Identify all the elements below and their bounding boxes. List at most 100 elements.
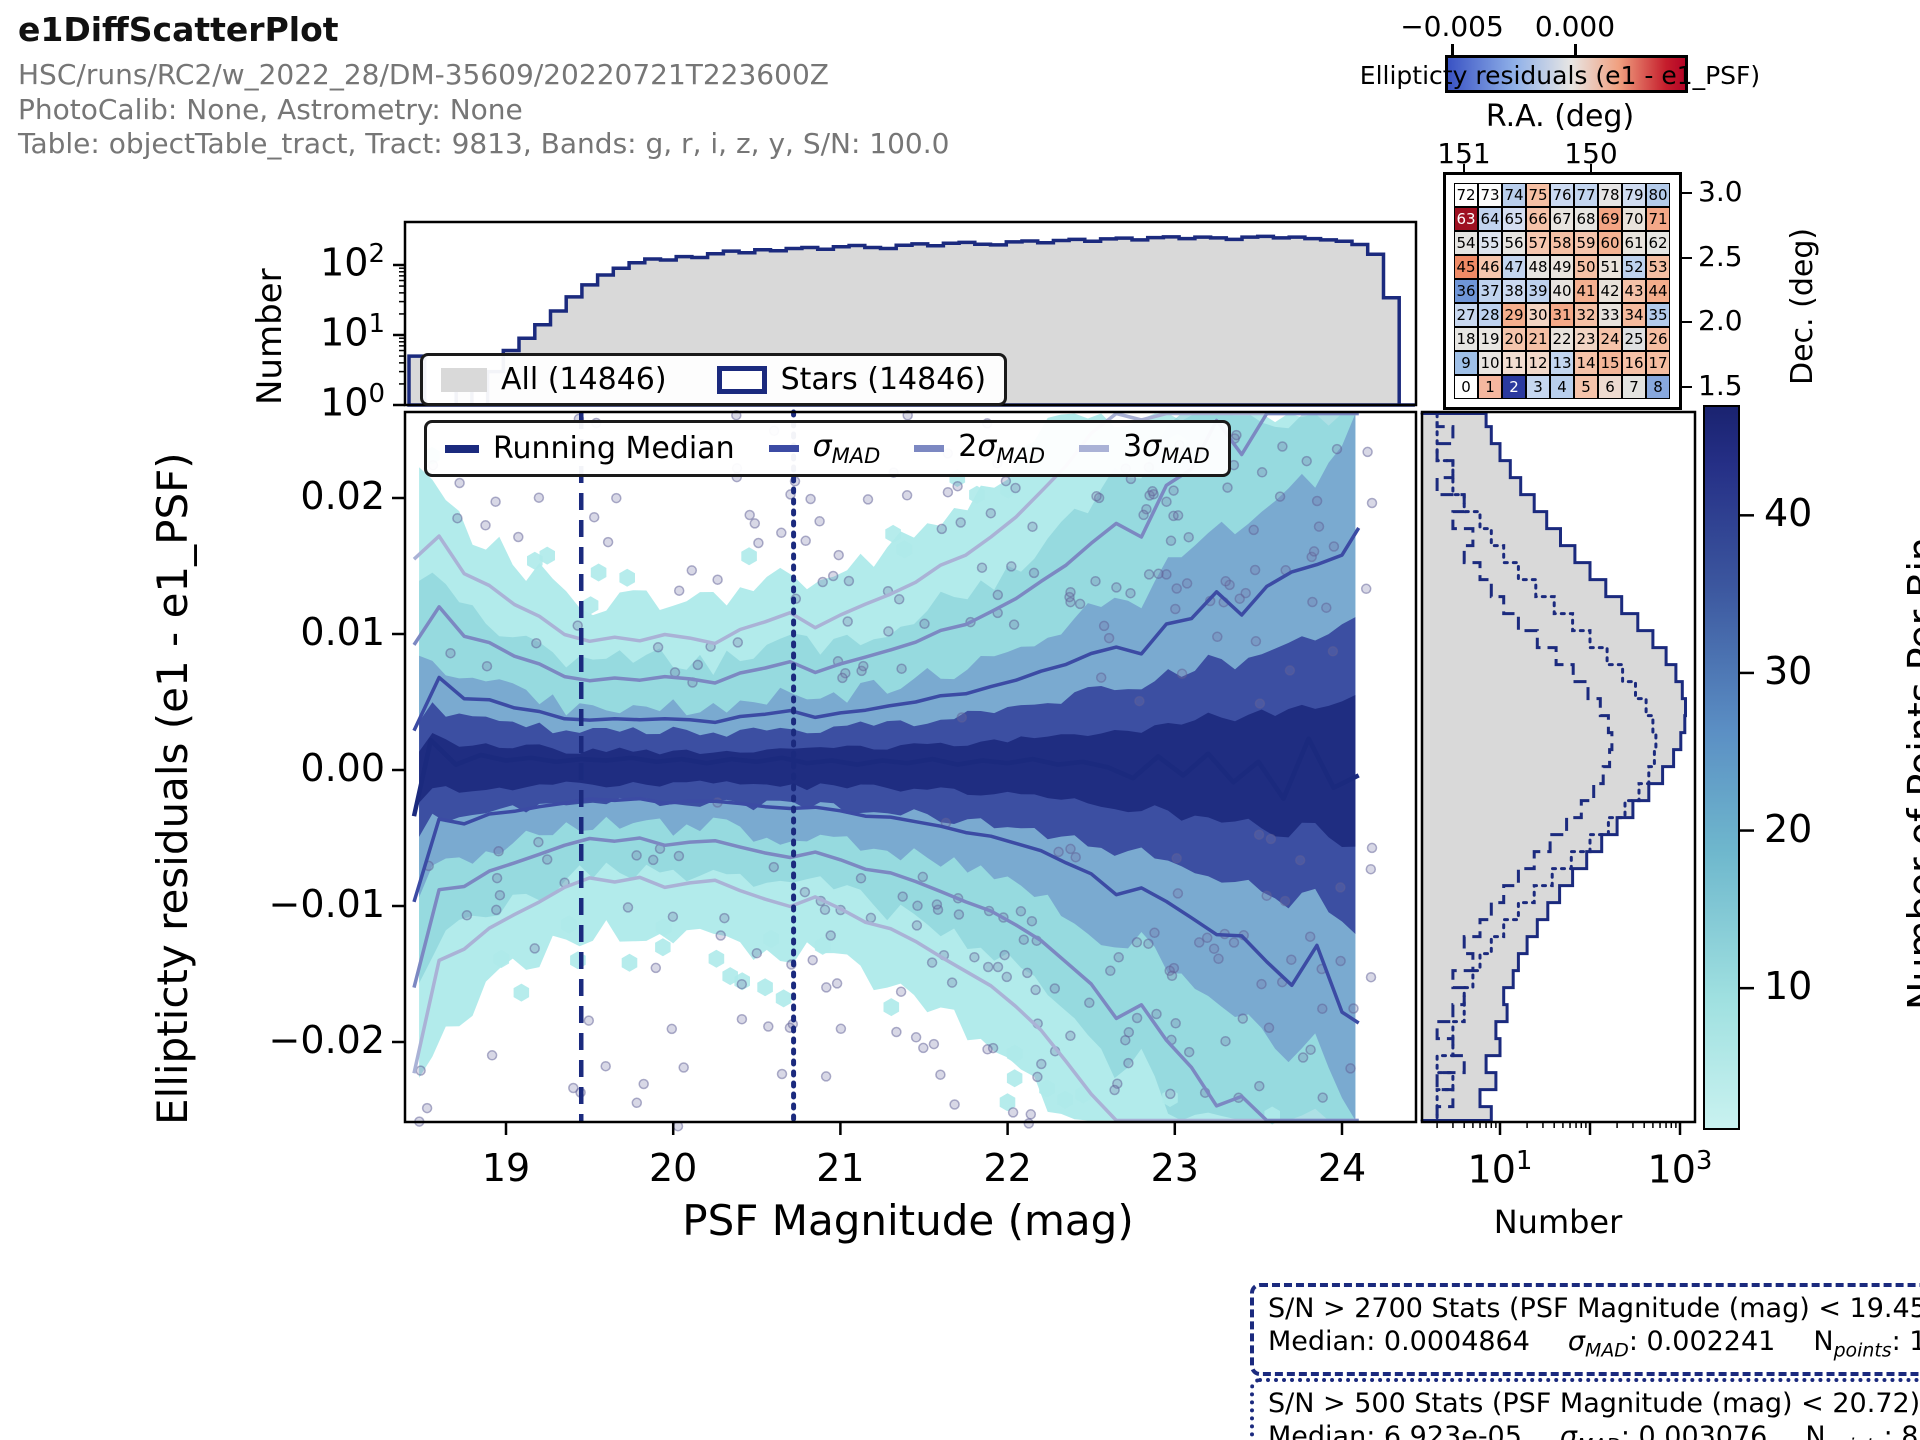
minimap-cell-67: 67 [1550, 207, 1574, 231]
x-tick-label: 22 [983, 1146, 1032, 1190]
minimap-dec-tick-label: 2.0 [1698, 304, 1743, 337]
stats1-values: Median: 0.0004864 σMAD: 0.002241 Npoints: … [1268, 1326, 1920, 1362]
minimap-cell-44: 44 [1646, 279, 1670, 303]
minimap-cbar-label: Ellipticty residuals (e1 - e1_PSF) [1359, 61, 1761, 90]
minimap-cell-19: 19 [1478, 327, 1502, 351]
stats1-title: S/N > 2700 Stats (PSF Magnitude (mag) < … [1268, 1293, 1920, 1324]
header-table-line: Table: objectTable_tract, Tract: 9813, B… [18, 127, 950, 160]
minimap-cell-70: 70 [1622, 207, 1646, 231]
legend-sigma2-swatch [914, 445, 945, 452]
minimap-cell-16: 16 [1622, 351, 1646, 375]
legend-sigma1-label: σMAD [812, 429, 881, 468]
minimap-cell-18: 18 [1454, 327, 1478, 351]
minimap-cell-31: 31 [1550, 303, 1574, 327]
page-title: e1DiffScatterPlot [18, 10, 339, 49]
minimap-ra-tickmark [1590, 164, 1592, 172]
minimap-cell-80: 80 [1646, 183, 1670, 207]
x-tick-label: 20 [649, 1146, 698, 1190]
minimap-cell-1: 1 [1478, 375, 1502, 399]
minimap-cell-50: 50 [1574, 255, 1598, 279]
stats2-values: Median: 6.923e-05σMAD: 0.003076Npoints: … [1268, 1421, 1920, 1440]
minimap-cell-42: 42 [1598, 279, 1622, 303]
minimap-dec-tickmark [1682, 386, 1692, 388]
minimap-cell-76: 76 [1550, 183, 1574, 207]
minimap-dec-tick-label: 2.5 [1698, 240, 1743, 273]
minimap-cell-25: 25 [1622, 327, 1646, 351]
minimap-cell-49: 49 [1550, 255, 1574, 279]
legend-stars-swatch [716, 365, 767, 394]
minimap-cell-20: 20 [1502, 327, 1526, 351]
colorbar-tick-label: 10 [1764, 964, 1813, 1009]
y-tick-label: 0.00 [300, 746, 385, 790]
minimap-cell-47: 47 [1502, 255, 1526, 279]
minimap-cell-28: 28 [1478, 303, 1502, 327]
minimap-cbar-tickmark [1451, 44, 1454, 55]
minimap-ra-label: R.A. (deg) [1485, 99, 1635, 134]
minimap-cell-74: 74 [1502, 183, 1526, 207]
header-run-line: HSC/runs/RC2/w_2022_28/DM-35609/20220721… [18, 58, 829, 91]
legend-sigma3-swatch [1079, 445, 1110, 452]
minimap-cell-4: 4 [1550, 375, 1574, 399]
minimap-cell-14: 14 [1574, 351, 1598, 375]
minimap-cell-8: 8 [1646, 375, 1670, 399]
minimap-cell-37: 37 [1478, 279, 1502, 303]
main-ylabel: Ellipticty residuals (e1 - e1_PSF) [148, 452, 197, 1125]
legend-sigma1-swatch [768, 445, 799, 452]
minimap-cell-57: 57 [1526, 231, 1550, 255]
minimap-cell-22: 22 [1550, 327, 1574, 351]
top-hist-legend: All (14846) Stars (14846) [420, 353, 1008, 406]
x-tick-label: 19 [481, 1146, 531, 1190]
minimap-cell-48: 48 [1526, 255, 1550, 279]
minimap-cell-52: 52 [1622, 255, 1646, 279]
stats2-title: S/N > 500 Stats (PSF Magnitude (mag) < 2… [1268, 1388, 1920, 1419]
minimap-cell-33: 33 [1598, 303, 1622, 327]
minimap-cell-10: 10 [1478, 351, 1502, 375]
hexbin-colorbar [1703, 405, 1740, 1130]
minimap-cell-32: 32 [1574, 303, 1598, 327]
minimap-cell-5: 5 [1574, 375, 1598, 399]
hexbin-colorbar-label: Number of Points Per Bin [1900, 536, 1920, 1010]
minimap-cell-62: 62 [1646, 231, 1670, 255]
minimap-cell-6: 6 [1598, 375, 1622, 399]
minimap-cell-27: 27 [1454, 303, 1478, 327]
minimap-cell-29: 29 [1502, 303, 1526, 327]
main-xlabel: PSF Magnitude (mag) [682, 1196, 1134, 1245]
y-tick-label: −0.02 [268, 1018, 385, 1062]
right-hist-xtick-label: 103 [1647, 1146, 1713, 1192]
minimap-cell-0: 0 [1454, 375, 1478, 399]
minimap-cell-26: 26 [1646, 327, 1670, 351]
top-hist-ytick-label: 101 [320, 309, 385, 355]
minimap-cell-58: 58 [1550, 231, 1574, 255]
minimap-ra-tickmark [1463, 164, 1465, 172]
minimap-cell-79: 79 [1622, 183, 1646, 207]
minimap-cell-64: 64 [1478, 207, 1502, 231]
colorbar-tick-label: 20 [1764, 806, 1813, 851]
minimap-cell-21: 21 [1526, 327, 1550, 351]
legend-sigma3-label: 3σMAD [1123, 429, 1210, 468]
minimap-cell-35: 35 [1646, 303, 1670, 327]
colorbar-tick-label: 30 [1764, 648, 1813, 693]
legend-all-label: All (14846) [501, 362, 667, 397]
minimap-cell-78: 78 [1598, 183, 1622, 207]
minimap-cell-9: 9 [1454, 351, 1478, 375]
minimap-cell-51: 51 [1598, 255, 1622, 279]
minimap-cell-77: 77 [1574, 183, 1598, 207]
minimap-cell-63: 63 [1454, 207, 1478, 231]
minimap-cell-39: 39 [1526, 279, 1550, 303]
top-hist-ylabel: Number [250, 268, 290, 405]
minimap-cell-40: 40 [1550, 279, 1574, 303]
minimap-cell-66: 66 [1526, 207, 1550, 231]
minimap-dec-tickmark [1682, 192, 1692, 194]
minimap-cell-65: 65 [1502, 207, 1526, 231]
y-tick-label: −0.01 [268, 882, 385, 926]
minimap-cell-24: 24 [1598, 327, 1622, 351]
minimap-dec-tickmark [1682, 257, 1692, 259]
legend-median-label: Running Median [493, 431, 735, 466]
main-legend: Running Median σMAD 2σMAD 3σMAD [424, 420, 1231, 477]
top-hist-ytick-label: 100 [320, 379, 385, 425]
minimap-cell-59: 59 [1574, 231, 1598, 255]
minimap-cell-71: 71 [1646, 207, 1670, 231]
minimap-cell-12: 12 [1526, 351, 1550, 375]
